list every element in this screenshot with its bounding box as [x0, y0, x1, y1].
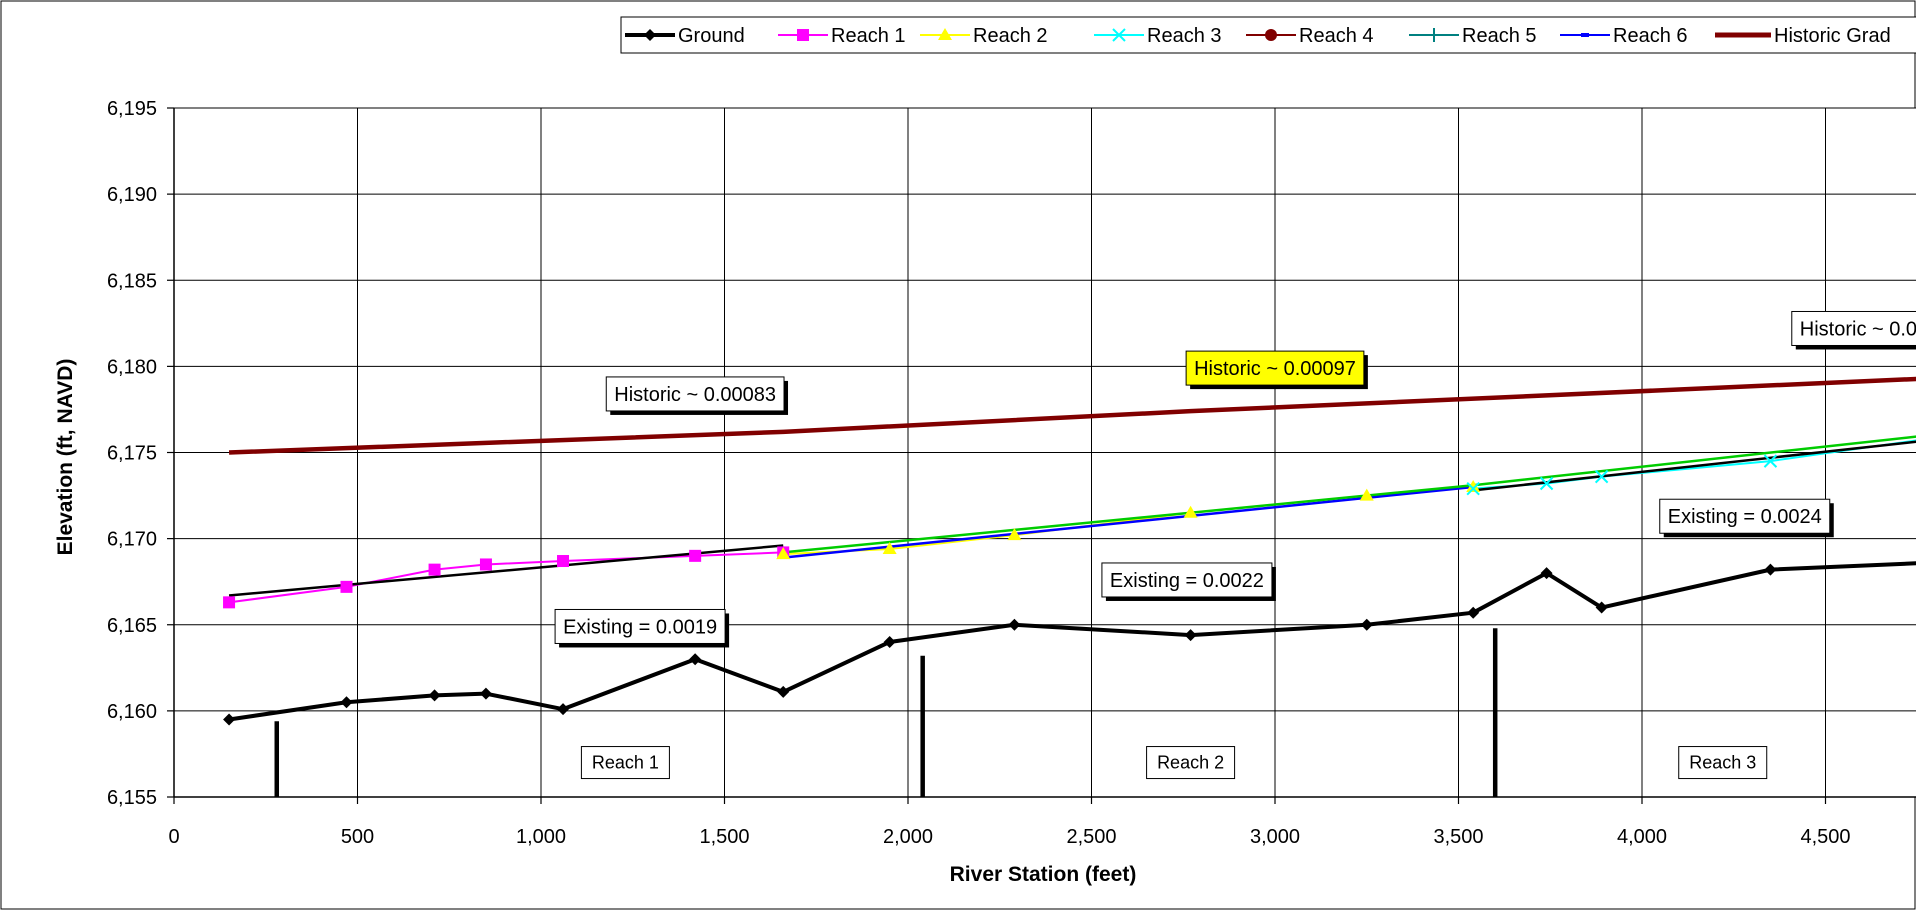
- data-point-ground: [1540, 567, 1553, 580]
- data-point-reach-2: [776, 547, 791, 560]
- data-point-reach-2: [1007, 528, 1022, 541]
- reach-label-box: [1146, 746, 1236, 780]
- y-tick-label: 6,170: [107, 529, 157, 551]
- annotation-box: [1659, 498, 1831, 534]
- fit-line: [783, 485, 1474, 559]
- annotation-label: Existing = 0.0022: [1110, 570, 1264, 592]
- reach-label-box: [580, 746, 670, 780]
- data-point-ground: [223, 713, 236, 726]
- legend-label: Reach 3: [1147, 25, 1222, 47]
- y-tick-label: 6,165: [107, 615, 157, 637]
- data-point-ground: [479, 687, 492, 700]
- data-point-reach-2: [1466, 479, 1481, 492]
- data-point-ground: [1467, 606, 1480, 619]
- data-point-reach-2: [1183, 505, 1198, 518]
- legend-marker: [1581, 33, 1589, 37]
- x-tick-label: 500: [341, 826, 374, 848]
- data-point-reach-3: [1466, 481, 1480, 496]
- annotation-box: [1185, 350, 1365, 386]
- annotation-box: [1791, 310, 1916, 346]
- y-tick-label: 6,160: [107, 701, 157, 723]
- data-point-ground: [1764, 563, 1777, 576]
- legend-marker: [644, 29, 656, 41]
- data-point-reach-1: [428, 563, 441, 576]
- annotation-box: [605, 376, 785, 412]
- y-tick-label: 6,195: [107, 98, 157, 120]
- x-tick-label: 4,000: [1617, 826, 1667, 848]
- data-point-reach-2: [882, 541, 897, 554]
- x-tick-label: 3,000: [1250, 826, 1300, 848]
- data-point-reach-1: [689, 549, 702, 562]
- annotation-label: Existing = 0.0024: [1668, 506, 1822, 528]
- data-point-reach-1: [557, 555, 570, 568]
- x-tick-label: 2,500: [1066, 826, 1116, 848]
- x-tick-label: 3,500: [1433, 826, 1483, 848]
- reach-label-box: [1678, 746, 1768, 780]
- reach-label: Reach 3: [1689, 753, 1756, 773]
- legend-marker: [1265, 29, 1277, 41]
- x-tick-label: 2,000: [883, 826, 933, 848]
- data-point-reach-2: [1359, 488, 1374, 501]
- data-point-ground: [1595, 601, 1608, 614]
- legend-label: Historic Grad: [1774, 25, 1891, 47]
- legend-label: Reach 5: [1462, 25, 1537, 47]
- data-point-reach-1: [340, 580, 353, 593]
- x-tick-label: 1,500: [699, 826, 749, 848]
- y-tick-label: 6,185: [107, 270, 157, 292]
- reach-label: Reach 2: [1157, 753, 1224, 773]
- series-line-historic-grad: [228, 376, 1916, 455]
- data-point-reach-1: [479, 558, 492, 571]
- legend-label: Ground: [678, 25, 745, 47]
- x-tick-label: 4,500: [1800, 826, 1850, 848]
- y-tick-label: 6,190: [107, 184, 157, 206]
- reach-label: Reach 1: [592, 753, 659, 773]
- legend-marker: [797, 29, 809, 41]
- y-tick-label: 6,180: [107, 356, 157, 378]
- y-tick-label: 6,155: [107, 787, 157, 809]
- data-point-reach-3: [1763, 454, 1778, 468]
- data-point-reach-1: [223, 596, 236, 609]
- legend-label: Reach 1: [831, 25, 906, 47]
- annotation-label: Historic ~ 0.00083: [614, 384, 776, 406]
- annotation-box: [554, 608, 726, 644]
- legend-marker: [1112, 28, 1126, 42]
- y-axis-title: Elevation (ft, NAVD): [54, 359, 77, 556]
- x-tick-label: 0: [168, 826, 179, 848]
- data-point-reach-3: [1539, 476, 1554, 491]
- legend-label: Reach 4: [1299, 25, 1374, 47]
- annotation-box: [1101, 562, 1273, 598]
- x-tick-label: 1,000: [516, 826, 566, 848]
- legend-label: Reach 2: [973, 25, 1048, 47]
- y-tick-label: 6,175: [107, 443, 157, 465]
- data-point-ground: [1360, 618, 1373, 631]
- fit-line: [783, 435, 1916, 554]
- data-point-ground: [340, 696, 353, 709]
- data-point-ground: [689, 653, 702, 666]
- data-point-ground: [883, 635, 896, 648]
- legend-marker: [1427, 28, 1441, 42]
- data-point-reach-3: [1594, 469, 1609, 484]
- data-point-ground: [428, 689, 441, 702]
- annotation-label: Historic ~ 0.001: [1800, 318, 1916, 340]
- series-line-ground: [228, 561, 1916, 722]
- x-axis-title: River Station (feet): [950, 863, 1137, 886]
- data-point-ground: [557, 703, 570, 716]
- data-point-ground: [1184, 629, 1197, 642]
- annotation-label: Existing = 0.0019: [563, 616, 717, 638]
- data-point-ground: [1008, 618, 1021, 631]
- data-point-ground: [777, 685, 790, 698]
- legend-marker: [938, 28, 952, 40]
- annotation-label: Historic ~ 0.00097: [1194, 358, 1356, 380]
- legend-label: Reach 6: [1613, 25, 1688, 47]
